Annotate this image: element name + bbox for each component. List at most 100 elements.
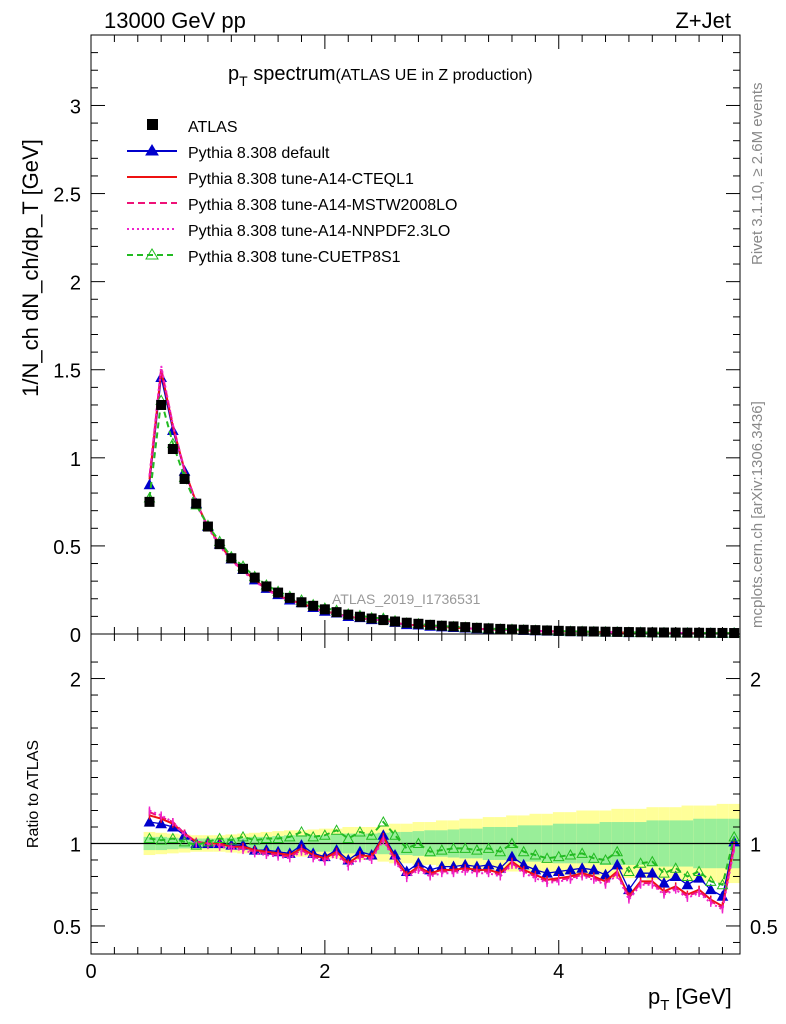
ratio-series-marker	[237, 830, 249, 842]
data-point	[343, 609, 354, 620]
ratio-series-marker	[693, 865, 705, 877]
data-point	[635, 627, 646, 638]
ratio-series-marker	[541, 852, 553, 863]
data-point	[401, 617, 412, 628]
ratio-ytick-label-right: 0.5	[750, 917, 778, 939]
ratio-series-marker	[412, 837, 425, 848]
ratio-series-marker	[447, 842, 460, 853]
legend-label: Pythia 8.308 default	[188, 145, 330, 162]
data-point	[436, 620, 447, 631]
main-ytick-label: 0.5	[53, 537, 81, 559]
main-panel: 0 0.5 1 1.5 2 2.5 3 pT spectrum(ATLAS UE in Z …	[18, 34, 741, 647]
legend-marker	[145, 144, 159, 156]
ratio-series-marker	[190, 839, 203, 850]
legend-entry: Pythia 8.308 tune-A14-NNPDF2.3LO	[127, 223, 450, 240]
data-point	[729, 628, 740, 639]
data-point	[565, 626, 576, 637]
legend-entry: Pythia 8.308 tune-A14-CTEQL1	[127, 171, 414, 188]
ratio-series-marker	[634, 857, 647, 868]
data-point	[390, 616, 401, 627]
ratio-series-marker	[248, 834, 261, 845]
data-point	[705, 627, 716, 638]
main-ytick-label: 1	[70, 449, 81, 471]
legend-label: ATLAS	[188, 119, 238, 136]
main-ytick-label: 3	[70, 96, 81, 118]
ratio-series-marker	[517, 845, 530, 857]
ratio-series-marker	[342, 832, 355, 844]
data-point	[682, 627, 693, 638]
data-point	[588, 626, 599, 637]
data-point	[378, 615, 389, 626]
ratio-series-marker	[587, 852, 600, 863]
ratio-series-marker	[389, 829, 401, 840]
ratio-series-marker	[354, 825, 366, 837]
data-point	[331, 607, 342, 618]
legend-label: Pythia 8.308 tune-CUETP8S1	[188, 249, 401, 266]
ratio-ticks: 0.5 0.5 1 1 2 2 0 2 4	[53, 634, 778, 983]
ratio-series-marker	[225, 834, 238, 845]
ratio-series-marker	[681, 870, 694, 881]
collision-label: 13000 GeV pp	[104, 8, 246, 33]
ratio-series-marker	[272, 832, 284, 844]
ratio-marks	[143, 806, 741, 914]
data-point	[144, 496, 155, 507]
x-axis-label-p: p	[648, 984, 660, 1009]
ratio-series-marker	[202, 835, 214, 847]
ratio-panel: 0.5 0.5 1 1 2 2 0 2 4 Ratio to ATLAS pT [GeV]	[25, 633, 778, 1014]
main-y-axis-label: 1/N_ch dN_ch/dp_T [GeV]	[18, 139, 43, 397]
legend-marker	[145, 248, 159, 260]
ratio-series-marker	[400, 842, 413, 853]
ratio-series-marker	[506, 837, 518, 848]
legend-entry: Pythia 8.308 tune-CUETP8S1	[127, 248, 401, 266]
x-axis-label-sub: T	[660, 997, 669, 1014]
main-title-rest: spectrum	[248, 63, 336, 85]
ratio-series-marker	[646, 855, 659, 867]
legend-entry: ATLAS	[147, 119, 238, 136]
data-point	[179, 473, 190, 484]
ratio-y-axis-label: Ratio to ATLAS	[25, 740, 42, 848]
legend-entry: Pythia 8.308 tune-A14-MSTW2008LO	[127, 197, 457, 214]
ratio-series-marker	[377, 816, 390, 827]
main-ytick-label: 1.5	[53, 361, 81, 383]
ratio-series-marker	[178, 835, 191, 847]
data-point	[612, 626, 623, 637]
ratio-series-marker	[155, 834, 168, 845]
main-title-note: (ATLAS UE in Z production)	[336, 67, 533, 84]
ratio-series-marker	[576, 847, 588, 858]
ratio-series-marker	[283, 830, 296, 842]
data-point	[296, 597, 307, 608]
legend-label: Pythia 8.308 tune-A14-CTEQL1	[188, 171, 414, 188]
ratio-series-marker	[693, 872, 705, 883]
ratio-series-marker	[716, 878, 729, 890]
rivet-label: Rivet 3.1.10, ≥ 2.6M events	[749, 83, 766, 266]
ratio-series-marker	[669, 870, 682, 881]
ratio-series-marker	[167, 832, 179, 844]
main-ytick-label: 2	[70, 273, 81, 295]
ratio-series-marker	[424, 845, 436, 857]
process-label: Z+Jet	[675, 8, 731, 33]
data-point	[518, 624, 529, 635]
data-point	[238, 563, 249, 574]
ratio-series-marker	[623, 865, 635, 877]
ratio-ytick-label: 2	[70, 670, 81, 692]
ratio-series-marker	[494, 845, 507, 857]
data-point	[495, 623, 506, 634]
main-series-marker	[143, 478, 156, 490]
ratio-series-marker	[319, 829, 331, 840]
ratio-series-marker	[143, 816, 156, 827]
main-title-sub: T	[239, 73, 248, 89]
ratio-series-marker	[552, 850, 565, 862]
data-point	[191, 498, 202, 509]
ratio-series-marker	[611, 845, 624, 857]
ratio-series-marker	[704, 883, 717, 895]
data-point	[354, 611, 365, 622]
ratio-series-marker	[260, 832, 273, 844]
data-point	[226, 553, 237, 564]
legend-marker	[147, 119, 158, 130]
ratio-series-marker	[599, 853, 612, 865]
data-point	[156, 399, 167, 410]
main-title-p: p	[228, 63, 239, 85]
ratio-series-marker	[435, 844, 448, 855]
data-point	[273, 587, 284, 598]
data-point	[261, 581, 272, 592]
